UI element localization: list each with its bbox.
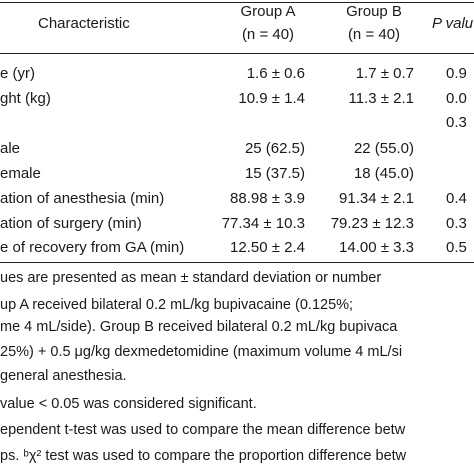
row-group-b-value: 14.00 ± 3.3 [339,239,414,256]
footnote-line: ps. ᵇχ² test was used to compare the pro… [0,448,407,464]
row-p-value: 0.3 [446,114,467,131]
header-group-b: Group B [346,3,402,20]
row-p-value: 0.4 [446,190,467,207]
row-group-b-value: 79.23 ± 12.3 [330,215,414,232]
row-label: ation of anesthesia (min) [0,190,165,207]
footnote-line: ues are presented as mean ± standard dev… [0,270,382,286]
row-group-a-value: 10.9 ± 1.4 [238,90,305,107]
footnote-line: me 4 mL/side). Group B received bilatera… [0,319,398,335]
row-group-a-value: 1.6 ± 0.6 [246,65,305,82]
row-group-b-value: 1.7 ± 0.7 [355,65,414,82]
row-label: emale [0,165,41,182]
row-group-b-value: 11.3 ± 2.1 [348,90,414,107]
table-bottom-rule [0,262,474,263]
footnote-line: general anesthesia. [0,368,127,384]
header-p-value-text: P valu [432,15,474,32]
row-group-a-value: 12.50 ± 2.4 [230,239,305,256]
row-group-b-value: 18 (45.0) [353,165,414,182]
row-group-a-value: 15 (37.5) [244,165,305,182]
row-group-b-value: 22 (55.0) [353,140,414,157]
row-p-value: 0.5 [446,239,467,256]
header-rule [0,53,474,54]
header-p-value: P valu [432,14,473,34]
header-characteristic: Characteristic [38,15,130,32]
row-label: e (yr) [0,65,35,82]
header-group-a: Group A [240,3,296,20]
header-group-a-n: (n = 40) [241,26,295,43]
row-p-value: 0.3 [446,215,467,232]
row-group-a-value: 88.98 ± 3.9 [230,190,305,207]
footnote-line: value < 0.05 was considered significant. [0,396,257,412]
footnote-line: up A received bilateral 0.2 mL/kg bupiva… [0,297,354,313]
footnote-line: 25%) + 0.5 μg/kg dexmedetomidine (maximu… [0,344,403,360]
row-label: e of recovery from GA (min) [0,239,185,256]
row-label: ght (kg) [0,90,51,107]
row-p-value: 0.0 [446,90,467,107]
row-group-a-value: 25 (62.5) [244,140,305,157]
row-group-b-value: 91.34 ± 2.1 [339,190,414,207]
table-top-rule [0,2,474,3]
header-group-b-n: (n = 40) [347,26,401,43]
row-group-a-value: 77.34 ± 10.3 [221,215,305,232]
row-p-value: 0.9 [446,65,467,82]
row-label: ale [0,140,21,157]
footnote-line: ependent t-test was used to compare the … [0,422,406,438]
row-label: ation of surgery (min) [0,215,142,232]
